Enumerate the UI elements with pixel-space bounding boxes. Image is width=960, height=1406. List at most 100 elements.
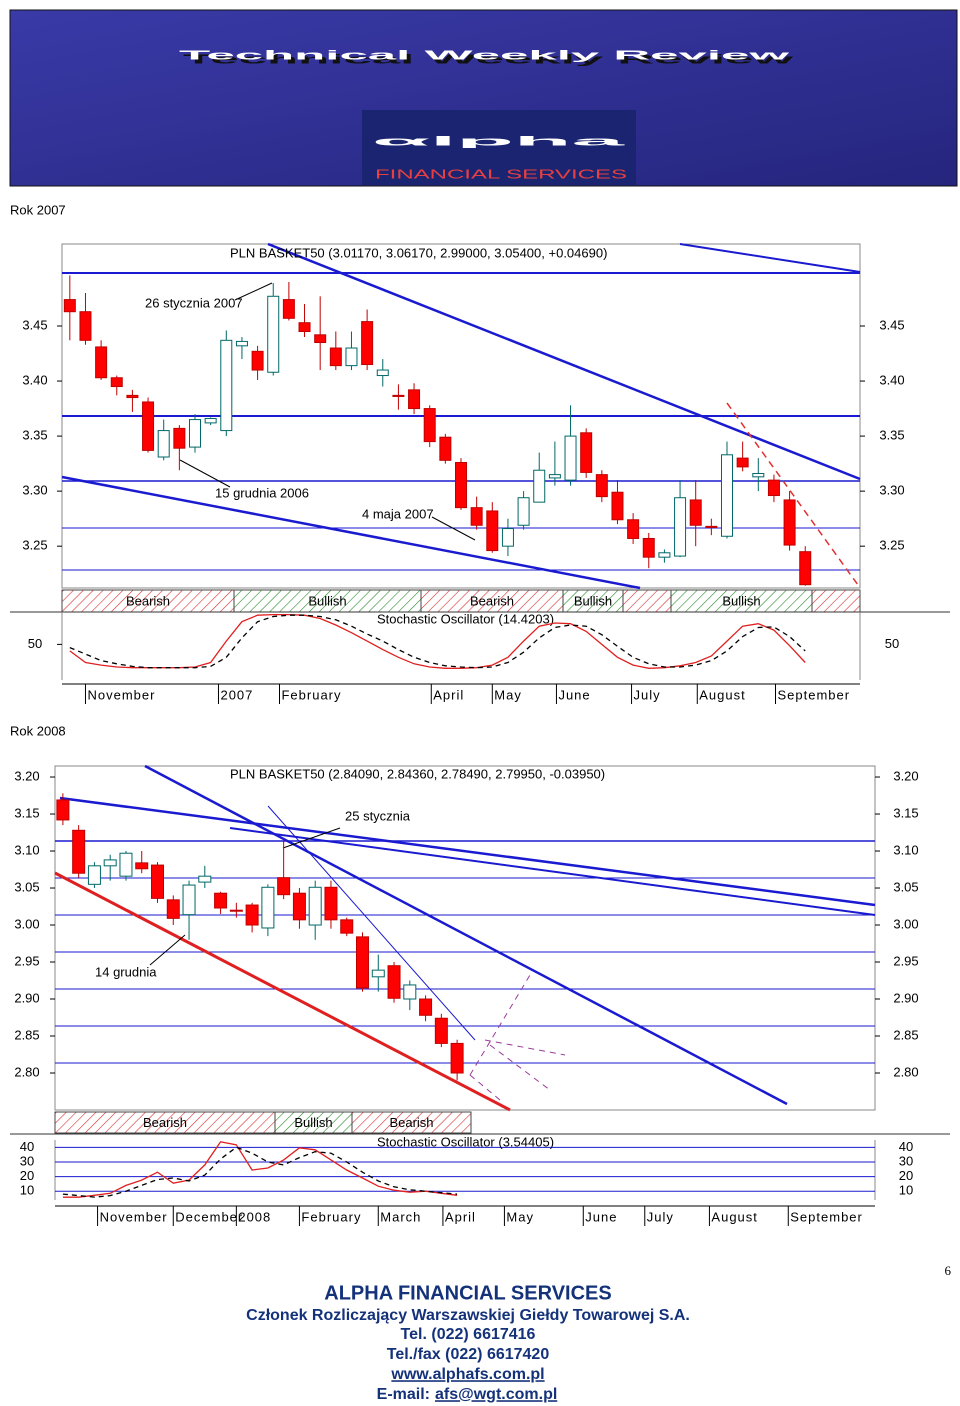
candle-body: [434, 1017, 448, 1044]
osc-tick-label: 10: [20, 1183, 34, 1198]
footer-www[interactable]: www.alphafs.com.pl: [390, 1366, 544, 1383]
trend-line: [469, 974, 531, 1076]
signal-label: Bearish: [126, 593, 170, 608]
candle-body: [251, 350, 264, 371]
candle-body: [182, 884, 196, 916]
chart: Rok 2008 2.80 2.80 2.85 2.85 2.90 2.90 2.95 2.9…: [10, 723, 950, 1226]
footer-company: ALPHA FINANCIAL SERVICES: [324, 1282, 611, 1304]
candle-body: [245, 904, 259, 926]
y-tick-label-right: 2.95: [893, 953, 918, 968]
candle-body: [783, 499, 796, 546]
candle-body: [439, 436, 452, 461]
candle-body: [324, 886, 338, 921]
trend-line: [726, 402, 859, 586]
candle-body: [308, 886, 322, 926]
y-tick-label: 2.85: [14, 1027, 39, 1042]
candle-body: [142, 401, 155, 451]
oscillator-line: [69, 613, 806, 669]
y-tick-label: 3.15: [14, 805, 39, 820]
candle-body: [564, 435, 577, 481]
section-label: Rok 2008: [10, 723, 66, 738]
trend-line: [59, 796, 876, 907]
candle-body: [689, 499, 702, 526]
x-tick-label: July: [634, 687, 661, 702]
x-tick-label: April: [433, 687, 464, 702]
logo-subtitle: FINANCIAL SERVICES: [375, 166, 628, 181]
candle-body: [501, 528, 514, 547]
footer-fax: Tel./fax (022) 6617420: [387, 1346, 550, 1363]
candle-body: [282, 299, 295, 319]
osc-tick-label: 40: [20, 1139, 34, 1154]
y-tick-label-right: 3.40: [879, 372, 904, 387]
pointer-line: [179, 459, 231, 488]
candle-body: [340, 919, 354, 934]
candle-body: [110, 377, 123, 388]
y-tick-label-right: 3.30: [879, 483, 904, 498]
osc-tick-label: 20: [20, 1168, 34, 1183]
x-tick-label: March: [380, 1209, 421, 1224]
y-tick-label-right: 2.85: [893, 1027, 918, 1042]
y-tick-label: 3.10: [14, 842, 39, 857]
candle-body: [361, 321, 374, 366]
bearish-band: [351, 1111, 472, 1134]
x-tick-label: December: [175, 1209, 243, 1224]
candle-body: [329, 347, 342, 367]
trend-line: [267, 242, 861, 481]
signal-label: Bullish: [294, 1115, 332, 1130]
footer-email[interactable]: afs@wgt.com.pl: [435, 1386, 557, 1403]
y-tick-label-right: 3.25: [879, 538, 904, 553]
candle-body: [314, 334, 327, 344]
bearish-band: [622, 589, 672, 613]
trend-line: [679, 243, 861, 273]
candle-body: [95, 346, 108, 379]
y-tick-label-right: 3.20: [893, 768, 918, 783]
y-tick-label-right: 2.90: [893, 990, 918, 1005]
oscillator-line: [62, 1146, 458, 1198]
candle-body: [376, 369, 389, 377]
section-label: Rok 2007: [10, 202, 66, 217]
candle-body: [450, 1042, 464, 1074]
osc-tick-label-right: 30: [899, 1153, 913, 1168]
candle-body: [119, 852, 133, 877]
y-tick-label: 3.30: [22, 483, 47, 498]
y-tick-label-right: 3.10: [893, 842, 918, 857]
candle-body: [63, 299, 76, 313]
candle-body: [595, 474, 608, 498]
candle-body: [674, 497, 687, 557]
candle-body: [455, 462, 467, 509]
signal-label: Bullish: [722, 593, 760, 608]
osc-tick-label-right: 50: [885, 636, 899, 651]
footer-tel: Tel. (022) 6617416: [401, 1326, 536, 1343]
candle-body: [408, 389, 421, 410]
candle-body: [767, 479, 780, 497]
y-tick-label-right: 3.05: [893, 879, 918, 894]
candle-body: [126, 394, 139, 399]
trend-line: [484, 1039, 566, 1056]
candle-body: [135, 862, 149, 870]
y-tick-label-right: 2.80: [893, 1064, 918, 1079]
bearish-band: [811, 589, 861, 613]
candle-body: [56, 799, 70, 821]
y-tick-label: 2.95: [14, 953, 39, 968]
x-tick-label: November: [87, 687, 155, 702]
candle-body: [356, 936, 369, 989]
pointer-line: [149, 934, 186, 966]
y-tick-label: 2.90: [14, 990, 39, 1005]
y-tick-label: 2.80: [14, 1064, 39, 1079]
header-title-shadow: Technical Weekly Review: [183, 51, 796, 66]
candle-body: [387, 965, 401, 999]
trend-line: [61, 475, 641, 590]
osc-tick-label: 50: [28, 636, 42, 651]
candle-body: [371, 969, 385, 978]
annotation: 26 stycznia 2007: [145, 295, 243, 310]
oscillator-title: Stochastic Oscillator (14.4203): [377, 611, 554, 626]
candle-body: [220, 339, 233, 432]
x-tick-label: June: [585, 1209, 617, 1224]
candle-body: [292, 892, 306, 921]
candle-body: [235, 340, 248, 347]
trend-line: [54, 871, 511, 1112]
annotation: 4 maja 2007: [362, 506, 434, 521]
y-tick-label: 3.45: [22, 317, 47, 332]
candle-body: [517, 497, 530, 526]
